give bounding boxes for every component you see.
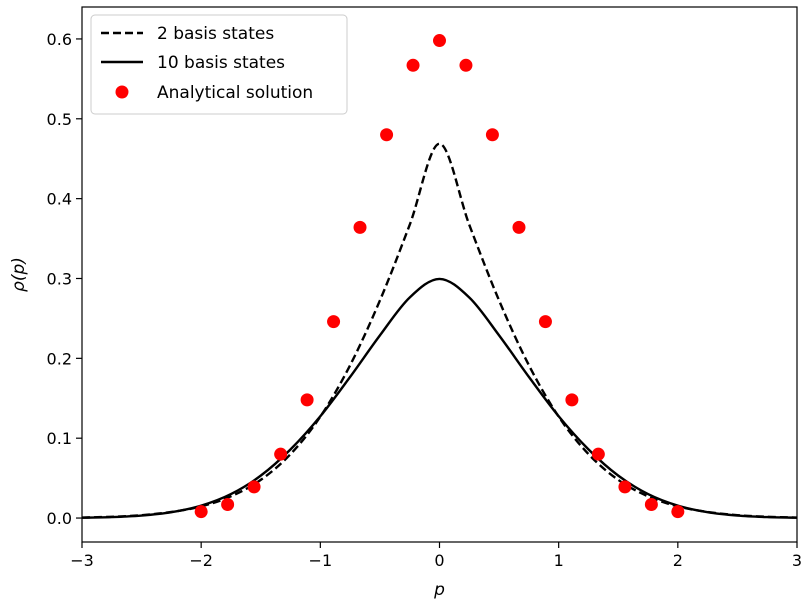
analytical-point bbox=[538, 315, 552, 329]
legend-label-2-basis: 2 basis states bbox=[157, 24, 274, 44]
legend-label-analytical: Analytical solution bbox=[157, 83, 313, 103]
y-tick-label: 0.1 bbox=[47, 429, 72, 448]
y-axis-ticks: 0.0 0.1 0.2 0.3 0.4 0.5 0.6 bbox=[47, 30, 82, 528]
x-tick-label: 2 bbox=[673, 551, 683, 570]
x-tick-label: −1 bbox=[309, 551, 333, 570]
analytical-point bbox=[194, 505, 208, 519]
x-tick-label: 1 bbox=[554, 551, 564, 570]
analytical-point bbox=[618, 480, 632, 494]
analytical-point bbox=[247, 480, 261, 494]
legend-box bbox=[90, 14, 348, 115]
y-tick-label: 0.0 bbox=[47, 509, 72, 528]
y-tick-label: 0.6 bbox=[47, 30, 72, 49]
marker-layer bbox=[194, 34, 685, 519]
y-tick-label: 0.4 bbox=[47, 190, 72, 209]
analytical-point bbox=[327, 315, 341, 329]
analytical-point bbox=[406, 58, 420, 72]
legend: 2 basis states 10 basis states Analytica… bbox=[90, 14, 348, 115]
analytical-point bbox=[380, 128, 394, 142]
analytical-point bbox=[591, 447, 605, 461]
y-tick-label: 0.5 bbox=[47, 110, 72, 129]
x-tick-label: 3 bbox=[792, 551, 802, 570]
analytical-point bbox=[274, 447, 288, 461]
analytical-point bbox=[671, 505, 685, 519]
y-axis-label: ρ(p) bbox=[9, 257, 29, 292]
x-axis-ticks: −3 −2 −1 0 1 2 3 bbox=[70, 542, 802, 570]
x-tick-label: −3 bbox=[70, 551, 94, 570]
analytical-point bbox=[300, 393, 314, 407]
legend-swatch-marker bbox=[115, 85, 129, 99]
y-tick-label: 0.2 bbox=[47, 349, 72, 368]
analytical-point bbox=[512, 220, 526, 234]
x-tick-label: 0 bbox=[434, 551, 444, 570]
legend-label-10-basis: 10 basis states bbox=[157, 53, 285, 73]
y-tick-label: 0.3 bbox=[47, 269, 72, 288]
x-axis-label: p bbox=[433, 580, 445, 600]
plot-area bbox=[81, 34, 798, 519]
analytical-point bbox=[644, 497, 658, 511]
x-tick-label: −2 bbox=[189, 551, 213, 570]
analytical-point bbox=[565, 393, 579, 407]
analytical-point bbox=[221, 497, 235, 511]
analytical-point bbox=[459, 58, 473, 72]
analytical-point bbox=[353, 220, 367, 234]
analytical-point bbox=[433, 34, 446, 48]
analytical-point bbox=[485, 128, 499, 142]
